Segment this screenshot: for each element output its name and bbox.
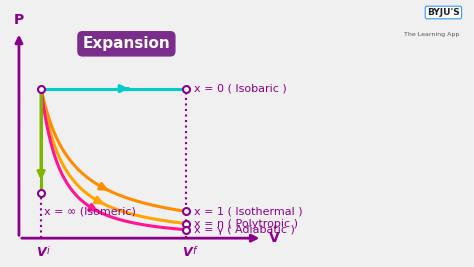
Text: Expansion: Expansion bbox=[82, 36, 170, 51]
Text: V: V bbox=[269, 231, 279, 245]
Text: x = ∞ (Isomeric): x = ∞ (Isomeric) bbox=[44, 207, 136, 217]
Text: BYJU'S: BYJU'S bbox=[427, 8, 460, 17]
Text: x = γ ( Adiabatic ): x = γ ( Adiabatic ) bbox=[194, 225, 295, 235]
Text: P: P bbox=[14, 13, 24, 27]
Text: x = n ( Polytropic ): x = n ( Polytropic ) bbox=[194, 219, 298, 229]
Text: x = 1 ( Isothermal ): x = 1 ( Isothermal ) bbox=[194, 206, 302, 217]
Text: i: i bbox=[47, 246, 49, 256]
Text: V: V bbox=[36, 246, 46, 259]
Text: f: f bbox=[192, 246, 195, 256]
Text: V: V bbox=[182, 246, 191, 259]
Text: x = 0 ( Isobaric ): x = 0 ( Isobaric ) bbox=[194, 84, 287, 94]
Text: The Learning App: The Learning App bbox=[404, 32, 460, 37]
